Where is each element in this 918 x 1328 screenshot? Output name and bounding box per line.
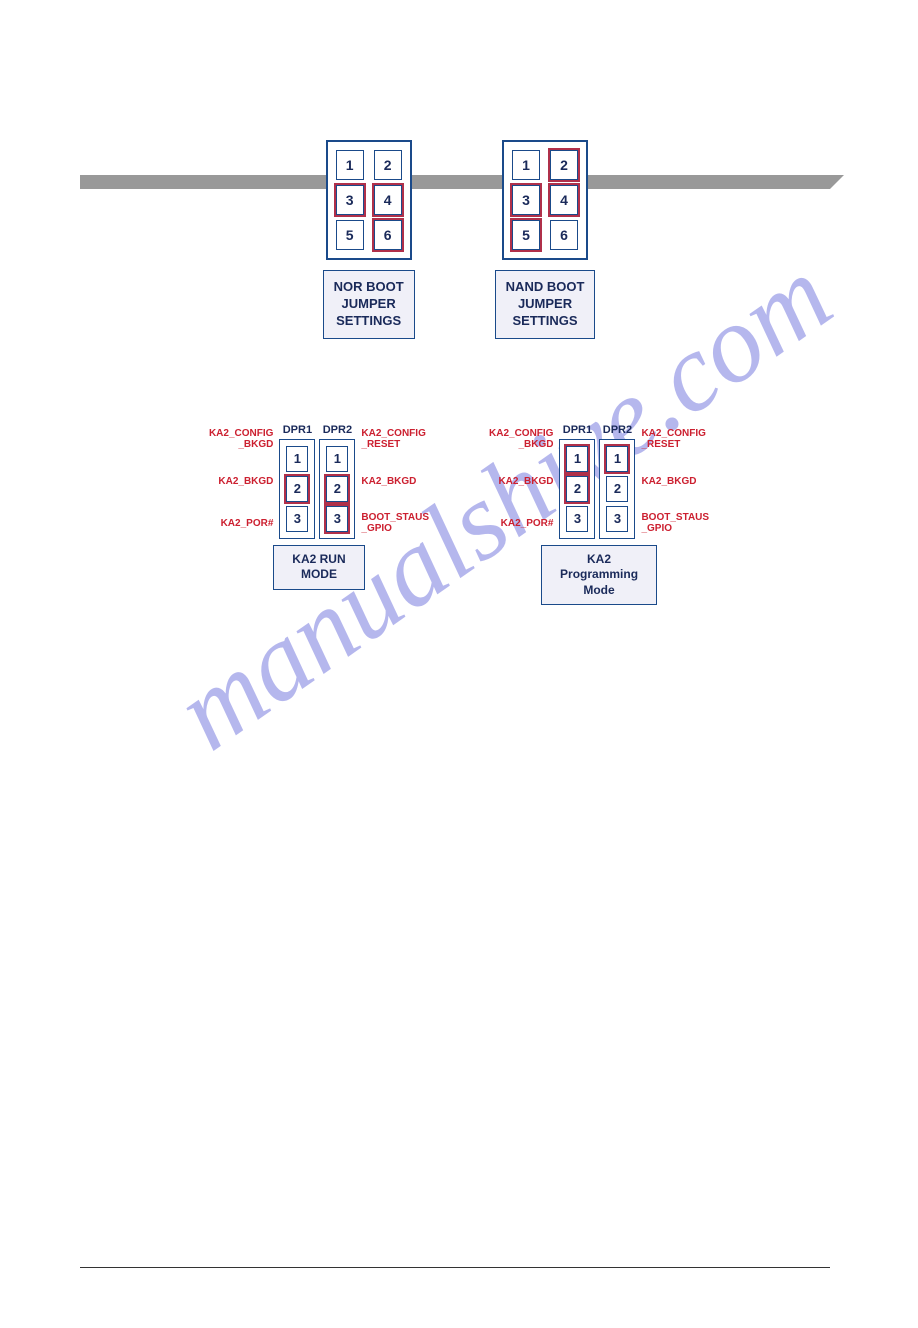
ka2-prog-dpr1-pin-3: 3: [566, 506, 588, 532]
ka2-prog-block: KA2_CONFIG _BKGD KA2_BKGD KA2_POR# DPR1 …: [489, 424, 709, 606]
ka2-prog-right-3: BOOT_STAUS _GPIO: [641, 508, 709, 538]
nand-pin-3: 3: [512, 185, 540, 215]
ka2-run-dpr2-header: DPR2: [323, 424, 352, 436]
ka2-prog-dpr1-header: DPR1: [563, 424, 592, 436]
ka2-run-right-3: BOOT_STAUS _GPIO: [361, 508, 429, 538]
nand-boot-block: 1 2 3 4 5 6 NAND BOOT JUMPER SETTINGS: [495, 140, 596, 339]
ka2-run-left-3: KA2_POR#: [209, 508, 273, 538]
nand-pin-2: 2: [550, 150, 578, 180]
ka2-run-dpr1-pin-2: 2: [286, 476, 308, 502]
ka2-run-dpr2-col: DPR2 1 2 3: [319, 424, 355, 539]
ka2-run-right-2: KA2_BKGD: [361, 466, 429, 496]
nand-pin-1: 1: [512, 150, 540, 180]
ka2-prog-right-1: KA2_CONFIG _RESET: [641, 424, 709, 454]
ka2-prog-dpr2-grid: 1 2 3: [599, 439, 635, 539]
ka2-run-dpr2-pin-3: 3: [326, 506, 348, 532]
ka2-prog-dpr1-pin-1: 1: [566, 446, 588, 472]
ka2-run-dpr1-pin-3: 3: [286, 506, 308, 532]
nand-boot-label: NAND BOOT JUMPER SETTINGS: [495, 270, 596, 339]
ka2-prog-dpr1-col: DPR1 1 2 3: [559, 424, 595, 539]
nor-boot-block: 1 2 3 4 5 6 NOR BOOT JUMPER SETTINGS: [323, 140, 415, 339]
ka2-prog-left-1: KA2_CONFIG _BKGD: [489, 424, 553, 454]
ka2-run-dpr2-grid: 1 2 3: [319, 439, 355, 539]
dpr-row: KA2_CONFIG _BKGD KA2_BKGD KA2_POR# DPR1 …: [0, 424, 918, 606]
nand-pin-4: 4: [550, 185, 578, 215]
ka2-prog-right-labels: KA2_CONFIG _RESET KA2_BKGD BOOT_STAUS _G…: [641, 424, 709, 538]
nor-pin-5: 5: [336, 220, 364, 250]
ka2-prog-right-2: KA2_BKGD: [641, 466, 709, 496]
ka2-run-dpr1-col: DPR1 1 2 3: [279, 424, 315, 539]
nor-pin-4: 4: [374, 185, 402, 215]
nor-pin-3: 3: [336, 185, 364, 215]
ka2-prog-left-3: KA2_POR#: [489, 508, 553, 538]
diagram-content: 1 2 3 4 5 6 NOR BOOT JUMPER SETTINGS 1 2…: [0, 140, 918, 605]
ka2-prog-left-labels: KA2_CONFIG _BKGD KA2_BKGD KA2_POR#: [489, 424, 553, 538]
ka2-run-dpr1-pin-1: 1: [286, 446, 308, 472]
ka2-prog-top: KA2_CONFIG _BKGD KA2_BKGD KA2_POR# DPR1 …: [489, 424, 709, 539]
ka2-prog-label: KA2 Programming Mode: [541, 545, 657, 606]
ka2-prog-columns: DPR1 1 2 3 DPR2 1 2 3: [559, 424, 635, 539]
boot-jumper-row: 1 2 3 4 5 6 NOR BOOT JUMPER SETTINGS 1 2…: [0, 140, 918, 339]
ka2-run-right-labels: KA2_CONFIG _RESET KA2_BKGD BOOT_STAUS _G…: [361, 424, 429, 538]
ka2-prog-dpr1-pin-2: 2: [566, 476, 588, 502]
ka2-prog-dpr2-pin-1: 1: [606, 446, 628, 472]
ka2-run-left-labels: KA2_CONFIG _BKGD KA2_BKGD KA2_POR#: [209, 424, 273, 538]
ka2-prog-dpr2-header: DPR2: [603, 424, 632, 436]
ka2-run-block: KA2_CONFIG _BKGD KA2_BKGD KA2_POR# DPR1 …: [209, 424, 429, 606]
ka2-run-right-1: KA2_CONFIG _RESET: [361, 424, 429, 454]
nand-boot-grid: 1 2 3 4 5 6: [502, 140, 588, 260]
ka2-run-dpr2-pin-1: 1: [326, 446, 348, 472]
ka2-run-columns: DPR1 1 2 3 DPR2 1 2 3: [279, 424, 355, 539]
ka2-run-dpr1-grid: 1 2 3: [279, 439, 315, 539]
nor-pin-6: 6: [374, 220, 402, 250]
ka2-run-dpr1-header: DPR1: [283, 424, 312, 436]
ka2-prog-dpr2-pin-2: 2: [606, 476, 628, 502]
nand-pin-6: 6: [550, 220, 578, 250]
nor-boot-label: NOR BOOT JUMPER SETTINGS: [323, 270, 415, 339]
ka2-run-left-1: KA2_CONFIG _BKGD: [209, 424, 273, 454]
nor-pin-2: 2: [374, 150, 402, 180]
ka2-run-label: KA2 RUN MODE: [273, 545, 364, 590]
ka2-prog-dpr2-pin-3: 3: [606, 506, 628, 532]
ka2-run-dpr2-pin-2: 2: [326, 476, 348, 502]
ka2-prog-dpr2-col: DPR2 1 2 3: [599, 424, 635, 539]
ka2-run-left-2: KA2_BKGD: [209, 466, 273, 496]
ka2-run-top: KA2_CONFIG _BKGD KA2_BKGD KA2_POR# DPR1 …: [209, 424, 429, 539]
ka2-prog-left-2: KA2_BKGD: [489, 466, 553, 496]
nor-boot-grid: 1 2 3 4 5 6: [326, 140, 412, 260]
footer-line: [80, 1267, 830, 1268]
nor-pin-1: 1: [336, 150, 364, 180]
nand-pin-5: 5: [512, 220, 540, 250]
ka2-prog-dpr1-grid: 1 2 3: [559, 439, 595, 539]
